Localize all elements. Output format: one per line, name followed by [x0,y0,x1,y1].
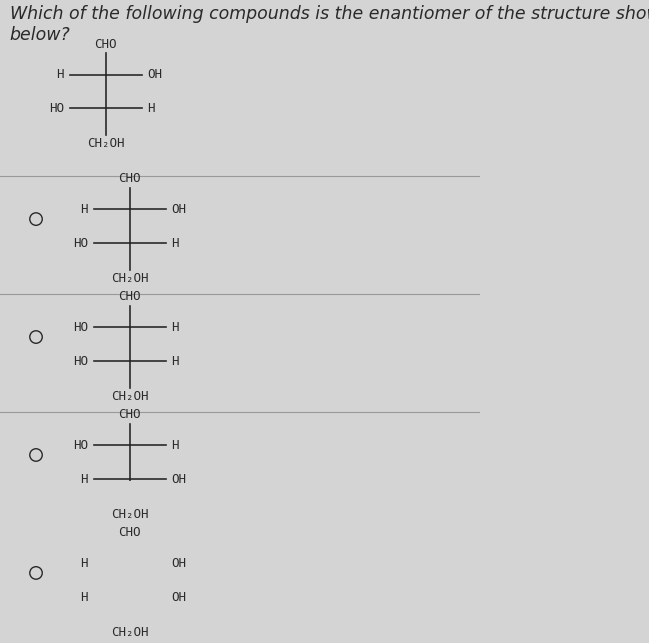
Text: H: H [80,203,88,216]
Text: H: H [80,590,88,604]
Text: CH₂OH: CH₂OH [111,508,149,521]
Text: H: H [147,102,155,115]
Text: HO: HO [73,321,88,334]
Text: OH: OH [147,68,162,81]
Text: OH: OH [171,473,186,485]
Text: CH₂OH: CH₂OH [111,390,149,403]
Text: CHO: CHO [118,526,141,539]
Text: H: H [171,321,179,334]
Text: below?: below? [10,26,70,44]
Text: CHO: CHO [118,408,141,421]
Text: H: H [171,439,179,452]
Text: CH₂OH: CH₂OH [87,137,125,150]
Text: CHO: CHO [118,291,141,303]
Text: H: H [56,68,64,81]
Text: CH₂OH: CH₂OH [111,272,149,285]
Text: H: H [80,473,88,485]
Text: OH: OH [171,203,186,216]
Text: CHO: CHO [118,172,141,185]
Text: OH: OH [171,557,186,570]
Text: H: H [80,557,88,570]
Text: HO: HO [73,439,88,452]
Text: Which of the following compounds is the enantiomer of the structure shown: Which of the following compounds is the … [10,5,649,23]
Text: OH: OH [171,590,186,604]
Text: CHO: CHO [94,37,117,51]
Text: HO: HO [73,354,88,368]
Text: HO: HO [73,237,88,249]
Text: HO: HO [49,102,64,115]
Text: H: H [171,354,179,368]
Text: CH₂OH: CH₂OH [111,626,149,639]
Text: H: H [171,237,179,249]
